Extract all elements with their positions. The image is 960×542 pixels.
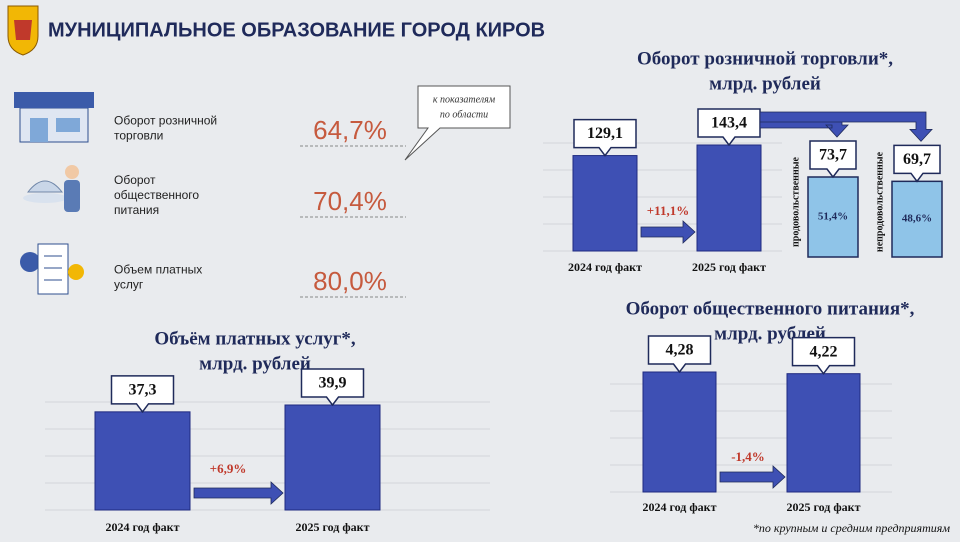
breakdown-bar (807, 176, 859, 258)
indicator-label: торговли (114, 129, 163, 143)
callout-box (110, 375, 175, 414)
note-bubble (404, 85, 511, 161)
arrow (719, 465, 786, 489)
callout-box (809, 140, 857, 179)
x-tick-label: 2025 год факт (296, 520, 370, 534)
value-label: 143,4 (711, 115, 747, 132)
callout-box (647, 335, 712, 374)
note-text: по области (440, 109, 488, 120)
change-label: -1,4% (731, 449, 765, 464)
chart-title: Оборот общественного питания*, (626, 298, 915, 319)
share-label: 48,6% (902, 213, 932, 225)
arrow (193, 481, 284, 505)
header-title: МУНИЦИПАЛЬНОЕ ОБРАЗОВАНИЕ ГОРОД КИРОВ (48, 19, 545, 41)
x-tick-label: 2025 год факт (787, 500, 861, 514)
note-text: к показателям (433, 94, 496, 105)
indicator-label: Оборот розничной (114, 114, 217, 128)
icon-chef (23, 165, 80, 212)
breakdown-category: непродовольственные (874, 151, 885, 252)
change-label: +6,9% (210, 461, 247, 476)
indicator-label: питания (114, 203, 159, 217)
arrow (640, 220, 696, 244)
footnote: *по крупным и средним предприятиям (753, 521, 950, 535)
value-label: 4,28 (666, 342, 694, 359)
bar (696, 144, 762, 252)
breakdown-arrow (759, 111, 933, 142)
chart-title: Оборот розничной торговли*, (637, 48, 893, 69)
chart-subtitle: млрд. рублей (709, 73, 821, 94)
x-tick-label: 2025 год факт (692, 260, 766, 274)
bar (786, 373, 861, 493)
value-label: 73,7 (819, 147, 847, 164)
indicator-value: 80,0% (313, 266, 387, 296)
x-tick-label: 2024 год факт (643, 500, 717, 514)
x-tick-label: 2024 год факт (568, 260, 642, 274)
share-label: 51,4% (818, 211, 848, 223)
value-label: 37,3 (129, 382, 157, 399)
bar (284, 404, 381, 511)
value-label: 39,9 (319, 375, 347, 392)
x-tick-label: 2024 год факт (106, 520, 180, 534)
bar (94, 411, 191, 511)
icon-store (14, 92, 94, 143)
callout-box (893, 144, 941, 183)
value-label: 69,7 (903, 151, 931, 168)
callout-box (791, 336, 856, 375)
indicator-value: 70,4% (313, 186, 387, 216)
indicator-value: 64,7% (313, 115, 387, 145)
logo (7, 5, 39, 56)
indicator-label: общественного (114, 188, 199, 202)
indicator-label: Объем платных (114, 263, 202, 277)
callout-box (573, 118, 637, 157)
chart-title: Объём платных услуг*, (154, 328, 356, 349)
bar (642, 371, 717, 493)
indicator-label: услуг (114, 278, 144, 292)
change-label: +11,1% (647, 203, 689, 218)
icon-services (20, 243, 84, 295)
callout-box (300, 368, 365, 407)
value-label: 129,1 (587, 125, 623, 142)
chart-subtitle: млрд. рублей (199, 353, 311, 374)
value-label: 4,22 (810, 343, 838, 360)
breakdown-category: продовольственные (790, 156, 801, 246)
indicator-label: Оборот (114, 173, 156, 187)
bar (572, 155, 638, 252)
breakdown-bar (891, 180, 943, 258)
